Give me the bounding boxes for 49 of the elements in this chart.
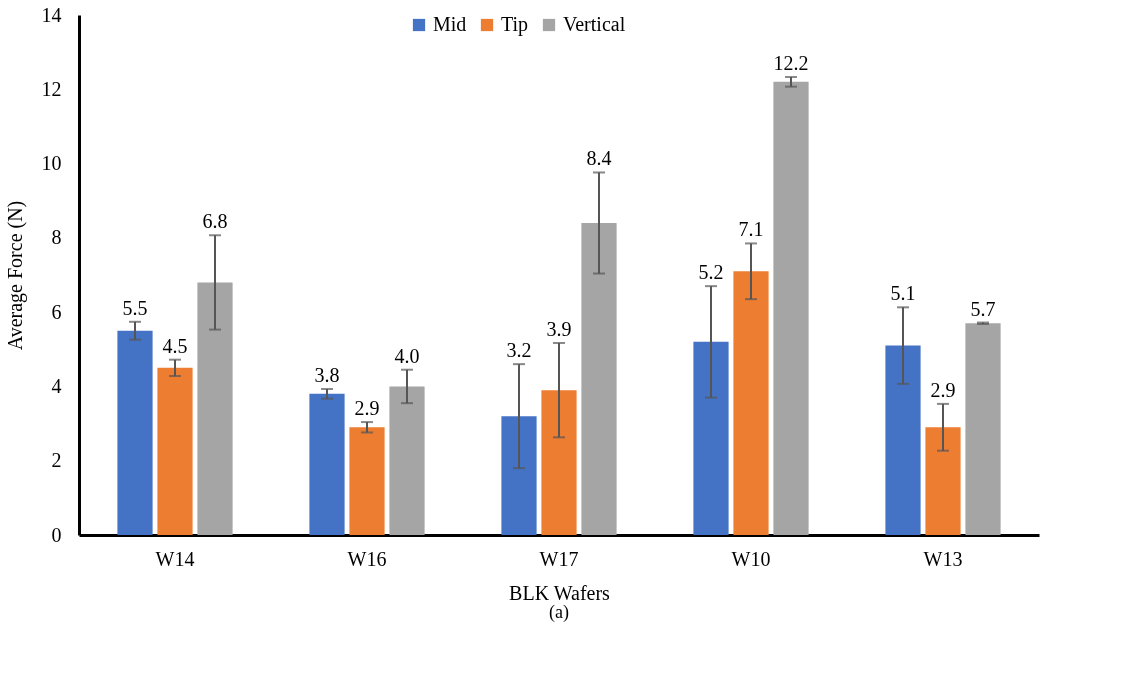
bar <box>197 282 233 535</box>
data-label: 7.1 <box>738 218 764 241</box>
bar <box>965 323 1001 535</box>
bar <box>349 427 385 535</box>
x-tick-label: W13 <box>923 547 963 570</box>
legend-label: Vertical <box>563 13 626 35</box>
bar <box>157 367 193 535</box>
data-label: 4.5 <box>162 334 188 357</box>
legend-label: Mid <box>433 13 467 35</box>
data-label: 2.9 <box>354 397 380 420</box>
data-label: 2.9 <box>930 378 956 401</box>
data-label: 3.9 <box>546 317 572 340</box>
bar <box>693 341 729 535</box>
bar <box>733 271 769 535</box>
data-label: 5.2 <box>698 261 724 284</box>
y-tick-label: 2 <box>51 449 62 472</box>
x-axis-title: BLK Wafers <box>509 581 611 604</box>
y-tick-label: 8 <box>51 226 62 249</box>
bar <box>925 427 961 535</box>
data-label: 3.8 <box>314 364 340 387</box>
bar <box>885 345 921 535</box>
text: (a) <box>549 602 569 623</box>
x-tick-label: W14 <box>155 547 195 570</box>
bar <box>581 223 617 535</box>
data-label: 5.7 <box>970 297 996 320</box>
data-label: 5.1 <box>890 282 916 305</box>
bar <box>773 81 809 535</box>
bar <box>117 330 153 535</box>
data-label: 8.4 <box>586 147 612 170</box>
data-label: 12.2 <box>773 52 809 75</box>
data-label: 6.8 <box>202 210 228 233</box>
bar <box>541 390 577 535</box>
y-tick-label: 6 <box>51 300 62 323</box>
y-tick-label: 4 <box>51 374 62 397</box>
bar <box>389 386 425 535</box>
data-label: 4.0 <box>394 344 420 367</box>
data-label: 5.5 <box>122 296 148 319</box>
y-axis-title: Average Force (N) <box>3 200 27 351</box>
x-tick-label: W16 <box>347 547 387 570</box>
bar <box>309 393 345 535</box>
y-tick-label: 14 <box>41 3 62 26</box>
legend-label: Tip <box>501 13 529 36</box>
x-tick-label: W17 <box>539 547 579 570</box>
y-tick-label: 0 <box>51 523 62 546</box>
bar <box>501 416 537 535</box>
y-tick-label: 12 <box>41 77 62 100</box>
x-tick-label: W10 <box>731 547 771 570</box>
y-tick-label: 10 <box>41 152 62 175</box>
data-label: 3.2 <box>506 339 532 362</box>
